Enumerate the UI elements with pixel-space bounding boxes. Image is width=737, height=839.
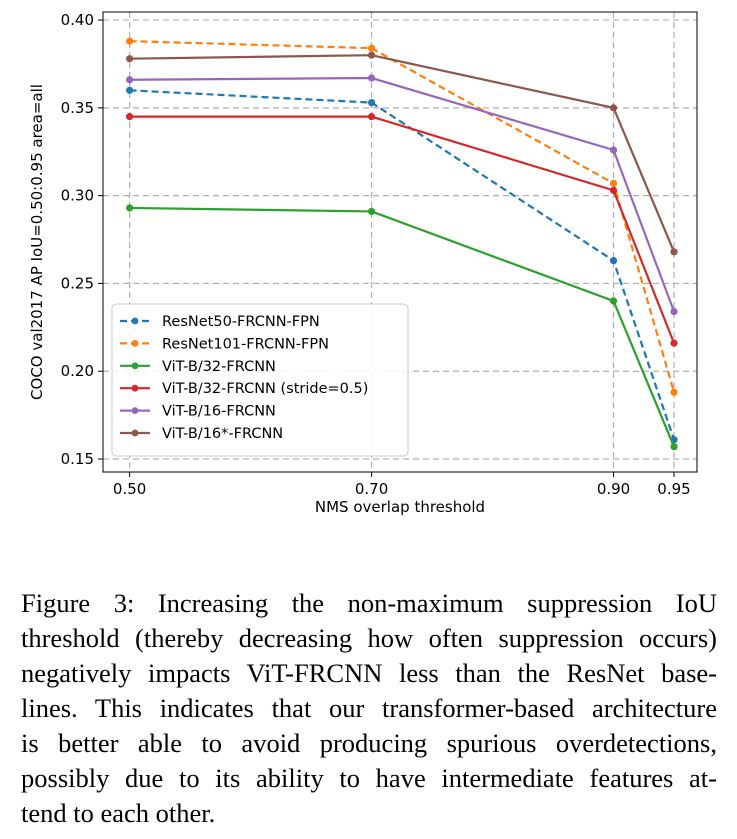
series-vit-b-16-frcnn — [126, 74, 678, 316]
series-line — [129, 115, 676, 344]
x-tick-label: 0.50 — [113, 480, 146, 498]
figure-caption: Figure 3: Increasing the non-maximum sup… — [21, 586, 717, 831]
legend: ResNet50-FRCNN-FPN ResNet101-FRCNN-FPN ViT… — [111, 303, 409, 457]
data-point — [670, 248, 678, 256]
caption-line: threshold (thereby decreasing how often … — [21, 623, 717, 653]
series-resnet101-frcnn-fpn — [126, 37, 678, 396]
caption-line: Figure 3: Increasing the non-maximum sup… — [21, 588, 717, 618]
y-tick-label: 0.30 — [61, 187, 94, 205]
x-tick-label: 0.70 — [355, 480, 388, 498]
data-point — [609, 179, 618, 187]
data-point — [367, 51, 376, 59]
x-tick-label: 0.95 — [657, 480, 690, 498]
data-point — [609, 146, 618, 154]
data-point — [126, 76, 134, 84]
data-point — [367, 74, 376, 82]
y-tick-label: 0.20 — [61, 362, 94, 380]
series-line — [129, 40, 676, 393]
legend-label: ResNet50-FRCNN-FPN — [162, 314, 320, 330]
legend-label: ViT-B/32-FRCNN — [162, 359, 276, 375]
data-point — [670, 339, 678, 347]
caption-line: possibly due to its ability to have inte… — [21, 763, 717, 793]
x-axis-label: NMS overlap threshold — [315, 498, 485, 516]
data-point — [670, 388, 678, 396]
data-point — [126, 204, 134, 212]
data-point — [367, 44, 376, 52]
legend-label: ResNet101-FRCNN-FPN — [162, 336, 329, 352]
legend-box — [111, 303, 409, 457]
caption-line: tend to each other. — [21, 798, 216, 828]
legend-marker — [131, 340, 139, 347]
legend-label: ViT-B/32-FRCNN (stride=0.5) — [162, 381, 368, 397]
legend-marker — [131, 429, 139, 437]
series-line — [129, 206, 676, 448]
y-tick-label: 0.25 — [61, 274, 94, 292]
data-point — [609, 297, 618, 305]
data-point — [670, 443, 678, 451]
y-tick-label: 0.35 — [61, 99, 94, 117]
caption-line: negatively impacts ViT-FRCNN less than t… — [21, 658, 717, 688]
caption-line: lines. This indicates that our transform… — [21, 693, 717, 723]
legend-marker — [131, 362, 139, 370]
line-chart: 0.50 0.70 0.90 0.95 0.15 0.20 0.25 0.30 0.35 0.4… — [28, 11, 698, 516]
legend-label: ViT-B/16-FRCNN — [162, 404, 276, 420]
series-line — [129, 54, 676, 253]
data-point — [670, 307, 678, 316]
y-ticks: 0.15 0.20 0.25 0.30 0.35 0.40 — [61, 11, 103, 468]
data-point — [126, 37, 134, 45]
legend-label: ViT-B/16*-FRCNN — [162, 426, 283, 442]
legend-marker — [131, 317, 139, 325]
data-point — [609, 186, 618, 194]
x-tick-label: 0.90 — [597, 480, 630, 498]
series-group — [126, 37, 678, 451]
data-point — [367, 207, 376, 216]
axes-frame — [102, 11, 698, 473]
data-point — [367, 113, 376, 121]
series-vit-b-32-frcnn — [126, 204, 678, 451]
y-tick-label: 0.40 — [61, 11, 94, 29]
series-vit-b-32-frcnn-stride-0-5- — [126, 113, 678, 347]
legend-marker — [131, 407, 139, 414]
series-line — [129, 76, 676, 312]
series-vit-b-16-frcnn — [126, 51, 678, 256]
y-axis-label: COCO val2017 AP IoU=0.50:0.95 area=all — [28, 84, 46, 400]
data-point — [609, 257, 618, 265]
data-point — [609, 104, 618, 112]
data-point — [126, 86, 134, 94]
series-resnet50-frcnn-fpn — [126, 86, 678, 444]
data-point — [126, 113, 134, 121]
x-ticks: 0.50 0.70 0.90 0.95 — [113, 472, 691, 498]
y-tick-label: 0.15 — [61, 450, 94, 468]
legend-marker — [131, 384, 139, 392]
data-point — [367, 98, 376, 107]
caption-line: is better able to avoid producing spurio… — [21, 728, 717, 758]
data-point — [126, 55, 134, 63]
series-line — [129, 89, 676, 441]
